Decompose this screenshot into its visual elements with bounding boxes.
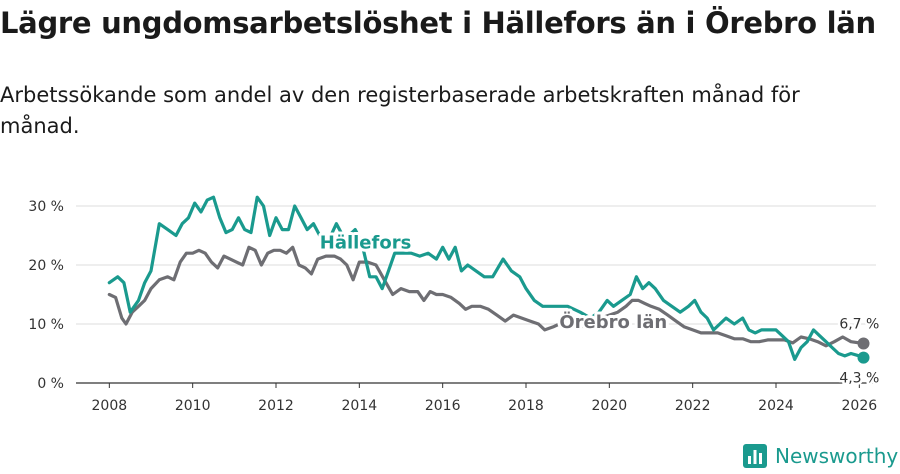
orebro-series-line bbox=[107, 245, 866, 348]
x-tick-label: 2020 bbox=[592, 398, 628, 414]
x-tick-label: 2008 bbox=[92, 398, 128, 414]
x-tick-label: 2026 bbox=[842, 398, 878, 414]
x-tick-label: 2022 bbox=[675, 398, 711, 414]
hallefors-series-label: Hällefors bbox=[320, 232, 412, 253]
brand-name: Newsworthy bbox=[775, 444, 899, 468]
y-tick-label: 30 % bbox=[28, 199, 64, 215]
x-tick-label: 2010 bbox=[175, 398, 211, 414]
orebro-end-value-label-halo: 6,7 % bbox=[839, 316, 879, 332]
orebro-series-label: Örebro län bbox=[559, 311, 667, 333]
x-tick-label: 2016 bbox=[425, 398, 461, 414]
chart-subtitle: Arbetssökande som andel av den registerb… bbox=[0, 83, 800, 138]
y-tick-label: 10 % bbox=[28, 317, 64, 333]
x-tick-label: 2014 bbox=[342, 398, 378, 414]
hallefors-end-value-label: 4,3 % bbox=[839, 371, 879, 387]
orebro-end-value-label: 6,7 % bbox=[839, 316, 879, 332]
x-tick-label: 2012 bbox=[258, 398, 294, 414]
newsworthy-logo: Newsworthy bbox=[743, 442, 898, 470]
hallefors-series-line bbox=[107, 195, 866, 361]
orebro-series-label-halo: Örebro län bbox=[559, 311, 667, 333]
chart-title: Lägre ungdomsarbetslöshet i Hällefors än… bbox=[0, 6, 876, 40]
x-tick-label: 2024 bbox=[758, 398, 794, 414]
hallefors-series-label-halo: Hällefors bbox=[320, 232, 412, 253]
y-tick-label: 0 % bbox=[37, 376, 64, 392]
y-tick-label: 20 % bbox=[28, 258, 64, 274]
orebro-end-point bbox=[857, 337, 870, 350]
x-tick-label: 2018 bbox=[508, 398, 544, 414]
hallefors-end-point bbox=[857, 351, 870, 364]
hallefors-end-value-label-halo: 4,3 % bbox=[839, 371, 879, 387]
bar-chart-icon bbox=[743, 444, 767, 468]
